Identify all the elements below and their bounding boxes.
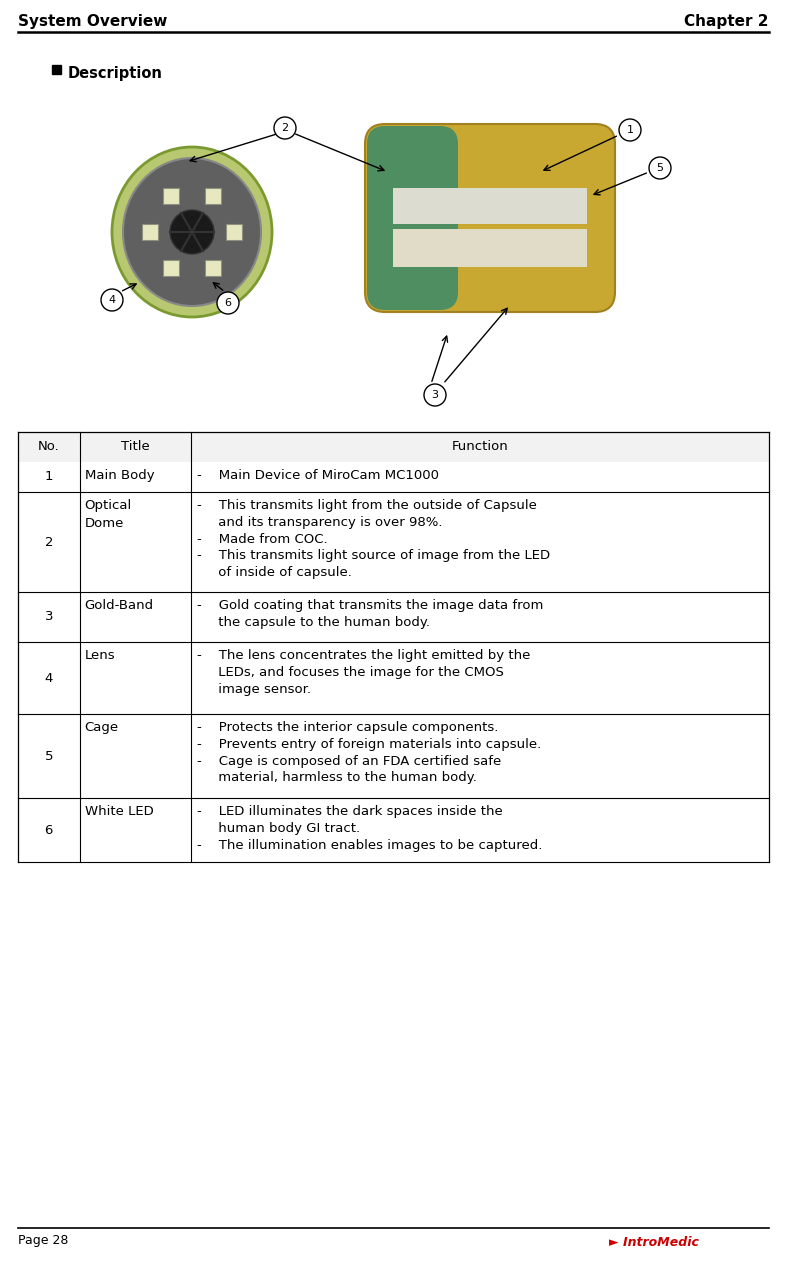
FancyBboxPatch shape [365,124,615,312]
Bar [18,714,769,798]
Text: Gold-Band: Gold-Band [84,599,153,612]
Text: 1: 1 [626,125,634,135]
Bar [18,798,769,862]
Bar [163,187,179,204]
Circle shape [101,289,123,311]
Text: Function: Function [452,440,508,454]
Circle shape [217,292,239,313]
Text: 3: 3 [45,611,53,623]
Text: 5: 5 [45,750,53,762]
Text: System Overview: System Overview [18,14,168,29]
Bar [18,432,769,463]
Text: 4: 4 [45,671,53,685]
Bar [205,260,221,277]
Circle shape [649,157,671,179]
Circle shape [619,119,641,142]
Bar [205,187,221,204]
Bar [52,64,61,75]
Text: -    The lens concentrates the light emitted by the
     LEDs, and focuses the i: - The lens concentrates the light emitte… [197,648,530,695]
Bar [393,188,587,224]
Text: Lens: Lens [84,648,115,662]
Text: -    Gold coating that transmits the image data from
     the capsule to the hum: - Gold coating that transmits the image … [197,599,543,628]
Text: Page 28: Page 28 [18,1234,68,1248]
Text: -    Protects the interior capsule components.
-    Prevents entry of foreign ma: - Protects the interior capsule componen… [197,720,541,785]
Circle shape [170,210,214,254]
Text: 2: 2 [45,536,53,549]
Text: No.: No. [38,440,60,454]
Bar [18,592,769,642]
Text: 6: 6 [224,298,231,308]
Text: -    LED illuminates the dark spaces inside the
     human body GI tract.
-    T: - LED illuminates the dark spaces inside… [197,805,542,852]
Bar [226,224,242,240]
Text: -    Main Device of MiroCam MC1000: - Main Device of MiroCam MC1000 [197,469,438,482]
Text: 5: 5 [656,163,663,173]
Bar [142,224,158,240]
Circle shape [424,384,446,406]
Bar [163,260,179,277]
Circle shape [274,118,296,139]
Text: 4: 4 [109,295,116,305]
Ellipse shape [112,147,272,317]
Bar [18,463,769,492]
Text: 6: 6 [45,824,53,837]
Text: White LED: White LED [84,805,153,818]
Text: Description: Description [68,66,163,81]
Text: ► IntroMedic: ► IntroMedic [609,1236,699,1249]
Text: Optical
Dome: Optical Dome [84,499,132,530]
Bar [18,642,769,714]
Text: Cage: Cage [84,720,119,734]
Text: 1: 1 [45,470,53,484]
Text: -    This transmits light from the outside of Capsule
     and its transparency : - This transmits light from the outside … [197,499,550,579]
Text: Chapter 2: Chapter 2 [685,14,769,29]
Text: Title: Title [120,440,150,454]
Text: 2: 2 [282,123,289,133]
Text: 3: 3 [431,391,438,399]
Ellipse shape [123,158,261,306]
FancyBboxPatch shape [367,126,458,310]
Bar [18,492,769,592]
Text: Main Body: Main Body [84,469,154,482]
Bar [393,229,587,267]
